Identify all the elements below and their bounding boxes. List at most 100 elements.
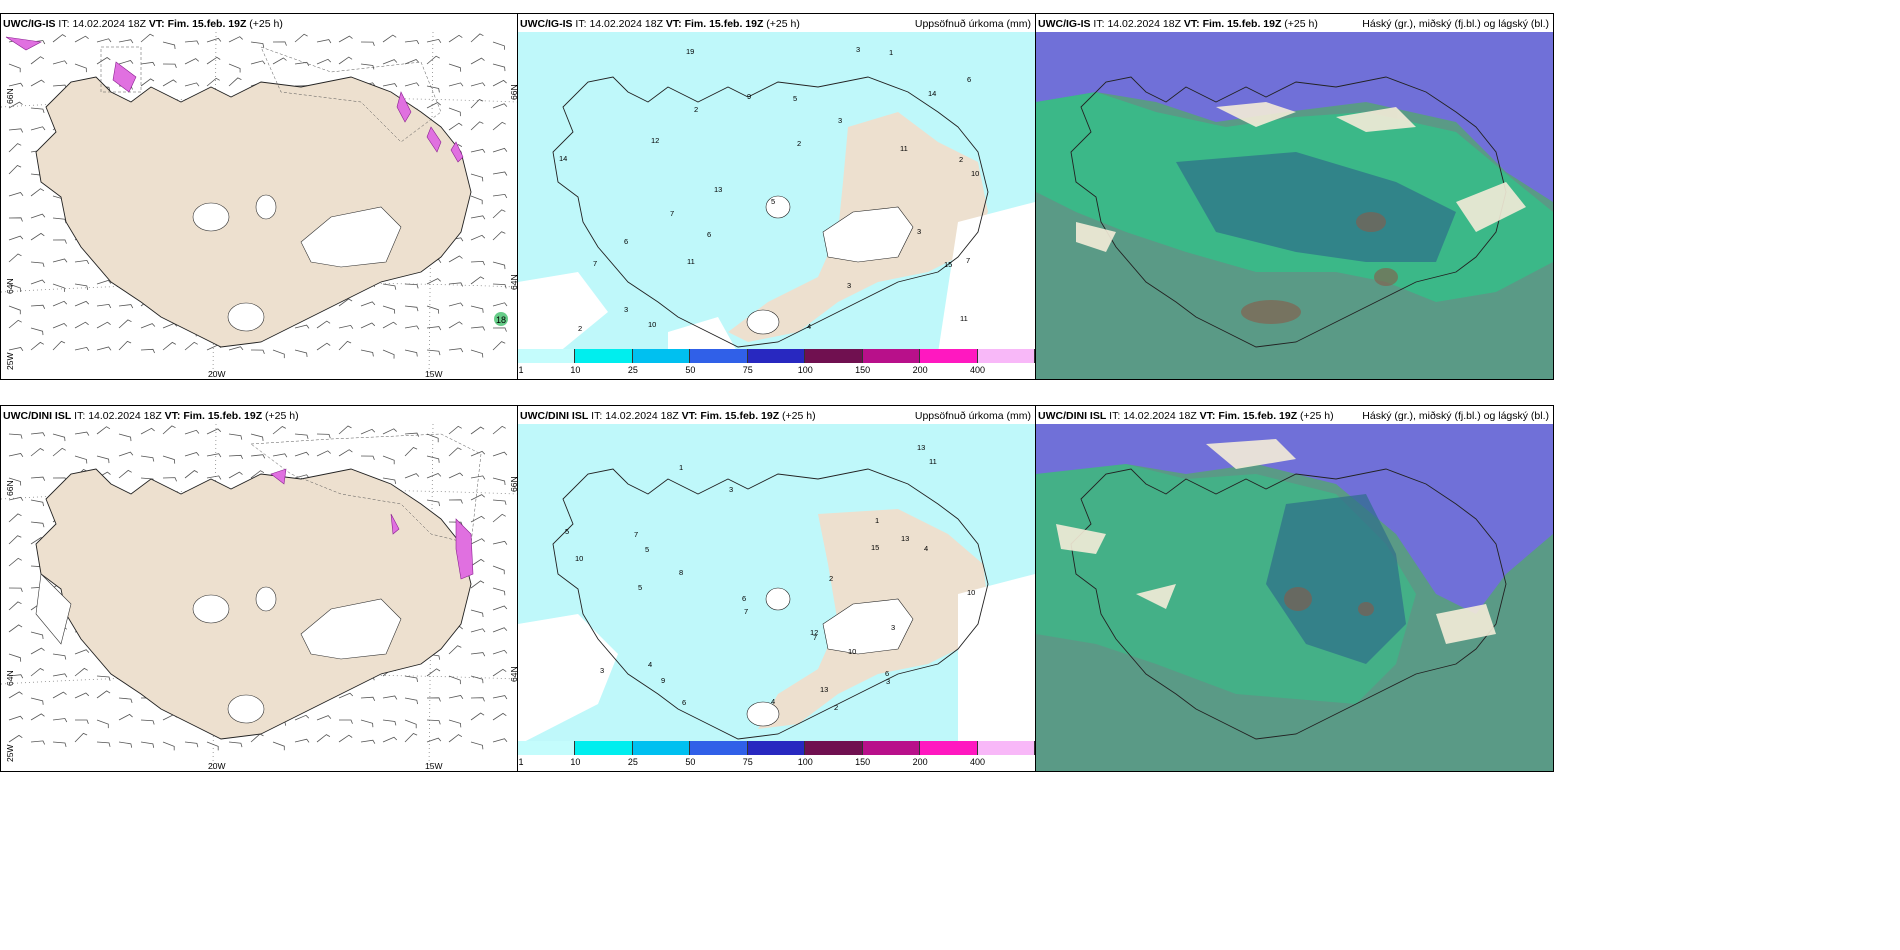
wind-barb-icon	[52, 300, 68, 307]
wind-barb-icon	[8, 535, 22, 545]
wind-barb-icon	[316, 39, 332, 44]
colorbar-tick-label: 25	[627, 757, 638, 767]
wind-barb-icon	[338, 35, 353, 43]
init-label: IT:	[1109, 410, 1121, 422]
wind-barb-icon	[382, 283, 397, 290]
wind-barb-icon	[448, 63, 462, 72]
wind-barb-icon	[52, 653, 67, 660]
wind-barb-icon	[492, 649, 508, 655]
wind-barb-icon	[448, 282, 464, 287]
wind-barb-icon	[294, 349, 308, 357]
colorbar-swatch	[518, 349, 576, 363]
wind-barb-icon	[272, 741, 285, 751]
lat-label-right-64n: 64N	[509, 274, 517, 290]
wind-barb-icon	[492, 302, 508, 307]
precip-value-label: 3	[856, 45, 860, 54]
wind-barb-icon	[30, 647, 45, 655]
wind-barb-icon	[228, 36, 243, 43]
precip-value-label: 13	[714, 185, 722, 194]
valid-label: VT:	[148, 18, 165, 30]
wind-barb-icon	[448, 255, 463, 263]
wind-barb-icon	[118, 713, 133, 721]
wind-barb-icon	[316, 734, 331, 743]
wind-barb-icon	[52, 433, 66, 442]
precip-title: Uppsöfnuð úrkoma (mm)	[914, 410, 1031, 422]
init-time: 14.02.2024 18Z	[589, 18, 663, 30]
wind-barb-icon	[74, 259, 90, 265]
wind-barb-icon	[8, 674, 24, 679]
colorbar-tick-label: 100	[797, 757, 813, 767]
wind-barb-icon	[360, 428, 376, 435]
wind-barb-icon	[404, 82, 420, 87]
init-label: IT:	[591, 410, 603, 422]
wind-barb-icon	[52, 239, 67, 244]
wind-barb-icon	[448, 734, 463, 743]
wind-barb-icon	[492, 231, 506, 241]
wind-barb-icon	[272, 57, 287, 65]
wind-barb-icon	[30, 213, 46, 219]
colorbar-tick-label: 400	[970, 757, 986, 767]
colorbar-swatch	[862, 741, 921, 755]
precip-value-label: 7	[813, 633, 817, 642]
precip-value-label: 3	[891, 623, 895, 632]
precip-value-label: 14	[559, 154, 567, 163]
wind-barb-icon	[74, 283, 89, 290]
wind-barb-icon	[360, 719, 374, 728]
wind-barb-icon	[404, 447, 418, 457]
wind-barb-icon	[30, 107, 45, 114]
wind-map: 18 66N 64N 25W 20W 15W 66N 64N	[1, 32, 517, 379]
wind-barb-icon	[404, 349, 418, 357]
wind-barb-icon	[470, 276, 485, 285]
colorbar-tick-label: 25	[627, 365, 638, 375]
colorbar-tick-label: 10	[570, 365, 581, 375]
wind-barb-icon	[184, 40, 200, 45]
wind-barb-icon	[470, 215, 486, 220]
colorbar-tick-label: 75	[742, 757, 753, 767]
wind-barb-icon	[382, 83, 398, 88]
precip-value-label: 5	[565, 527, 569, 536]
colorbar-swatch	[632, 349, 691, 363]
wind-barb-icon	[492, 283, 507, 289]
wind-barb-icon	[360, 455, 375, 460]
wind-barb-icon	[492, 103, 508, 109]
wind-barb-icon	[470, 121, 484, 131]
precip-value-label: 5	[645, 545, 649, 554]
precip-value-label: 2	[694, 105, 698, 114]
wind-barb-icon	[162, 41, 176, 50]
precip-value-label: 5	[638, 583, 642, 592]
wind-barb-icon	[140, 348, 155, 354]
wind-barb-icon	[74, 649, 90, 655]
colorbar-swatch	[575, 741, 633, 755]
wind-barb-icon	[316, 320, 331, 329]
valid-label: VT:	[665, 18, 682, 30]
precip-value-label: 15	[871, 543, 879, 552]
wind-barb-icon	[360, 41, 375, 46]
precip-value-label: 7	[593, 259, 597, 268]
wind-barb-icon	[118, 741, 133, 748]
wind-barb-icon	[492, 171, 508, 176]
model-name: UWC/DINI ISL	[520, 410, 589, 422]
valid-time: Fim. 15.feb. 19Z	[183, 410, 263, 422]
wind-barb-icon	[8, 587, 23, 592]
wind-barb-icon	[228, 741, 243, 748]
wind-barb-icon	[30, 188, 45, 197]
wind-barb-icon	[492, 341, 506, 351]
wind-barb-icon	[30, 432, 46, 437]
wind-barb-icon	[492, 587, 506, 596]
colorbar-swatch	[690, 741, 748, 755]
wind-barb-icon	[492, 209, 506, 219]
wind-barb-icon	[184, 429, 200, 435]
init-label: IT:	[58, 18, 70, 30]
wind-barb-icon	[426, 85, 440, 93]
wind-barb-icon	[8, 477, 22, 486]
wind-barb-icon	[294, 33, 308, 43]
init-time: 14.02.2024 18Z	[1123, 410, 1197, 422]
precip-value-label: 10	[848, 647, 856, 656]
precip-value-label: 6	[885, 669, 889, 678]
init-time: 14.02.2024 18Z	[72, 18, 146, 30]
valid-label: VT:	[1183, 18, 1200, 30]
wind-barb-icon	[492, 712, 507, 721]
precip-value-label: 11	[960, 314, 968, 323]
wind-barb-icon	[74, 321, 89, 329]
panel-header: UWC/DINI ISL IT: 14.02.2024 18Z VT: Fim.…	[520, 409, 1031, 423]
